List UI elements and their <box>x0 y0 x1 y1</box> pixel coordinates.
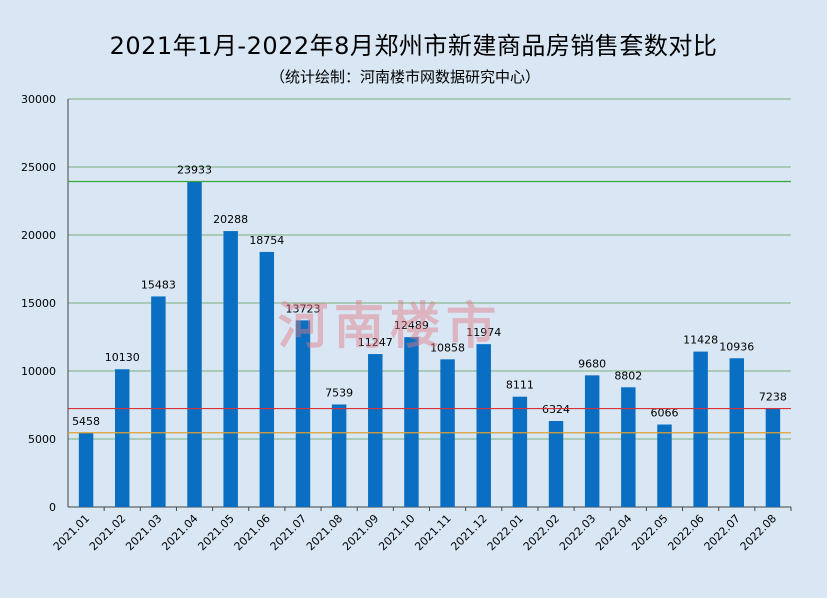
data-label: 6066 <box>650 407 678 420</box>
x-tick-label: 2022.01 <box>485 512 526 553</box>
bar <box>187 181 202 507</box>
chart-subtitle: （统计绘制：河南楼市网数据研究中心） <box>270 68 541 86</box>
bar <box>765 408 781 507</box>
bar <box>621 387 636 507</box>
x-tick-label: 2022.03 <box>557 512 598 553</box>
x-tick-label: 2022.04 <box>593 512 634 553</box>
x-tick-label: 2021.08 <box>304 512 345 553</box>
data-label: 13723 <box>285 302 320 315</box>
data-label: 8111 <box>506 379 534 392</box>
data-label: 20288 <box>213 213 248 226</box>
x-tick-label: 2022.08 <box>738 512 779 553</box>
x-tick-label: 2021.06 <box>232 512 273 553</box>
bar <box>657 424 672 507</box>
x-tick-label: 2021.04 <box>159 512 200 553</box>
data-label: 11428 <box>683 334 718 347</box>
x-tick-label: 2022.05 <box>629 512 670 553</box>
bar <box>476 344 491 507</box>
bar <box>693 351 708 507</box>
x-tick-label: 2021.01 <box>51 512 92 553</box>
x-tick-label: 2021.10 <box>376 512 417 553</box>
y-tick-label: 30000 <box>21 93 56 106</box>
x-tick-label: 2021.05 <box>195 512 236 553</box>
bar <box>223 231 238 508</box>
x-tick-label: 2021.09 <box>340 512 381 553</box>
data-label: 7539 <box>325 386 353 399</box>
bar <box>584 375 600 507</box>
data-label: 11974 <box>466 326 501 339</box>
y-tick-label: 25000 <box>21 161 56 174</box>
x-tick-label: 2022.07 <box>702 512 743 553</box>
y-tick-label: 0 <box>49 501 56 514</box>
data-label: 9680 <box>578 357 606 370</box>
data-label: 5458 <box>72 415 100 428</box>
x-tick-label: 2022.02 <box>521 512 562 553</box>
y-tick-label: 15000 <box>21 297 56 310</box>
x-tick-label: 2021.03 <box>123 512 164 553</box>
data-label: 7238 <box>759 391 787 404</box>
bar <box>512 396 528 507</box>
bar <box>151 296 166 507</box>
data-label: 10130 <box>105 351 140 364</box>
data-label: 10858 <box>430 341 465 354</box>
x-tick-label: 2021.12 <box>448 512 489 553</box>
data-label: 6324 <box>542 403 570 416</box>
bar <box>404 337 419 507</box>
chart-title: 2021年1月-2022年8月郑州市新建商品房销售套数对比 <box>109 32 718 60</box>
data-label: 18754 <box>249 234 284 247</box>
data-label: 10936 <box>719 340 754 353</box>
x-tick-label: 2022.06 <box>665 512 706 553</box>
data-label: 11247 <box>358 336 393 349</box>
y-tick-label: 10000 <box>21 365 56 378</box>
x-tick-label: 2021.11 <box>412 512 453 553</box>
data-label: 23933 <box>177 164 212 177</box>
bar <box>331 404 347 507</box>
y-tick-label: 20000 <box>21 229 56 242</box>
bar <box>259 251 275 507</box>
x-tick-label: 2021.07 <box>268 512 309 553</box>
y-tick-label: 5000 <box>28 433 56 446</box>
bar <box>78 432 94 507</box>
data-label: 12489 <box>394 319 429 332</box>
x-tick-label: 2021.02 <box>87 512 128 553</box>
bar <box>368 354 383 507</box>
data-label: 15483 <box>141 278 176 291</box>
bar <box>295 320 311 507</box>
data-label: 8802 <box>614 369 642 382</box>
bar <box>548 420 564 507</box>
bar <box>114 369 130 507</box>
watermark: 河南楼市 <box>278 297 502 355</box>
